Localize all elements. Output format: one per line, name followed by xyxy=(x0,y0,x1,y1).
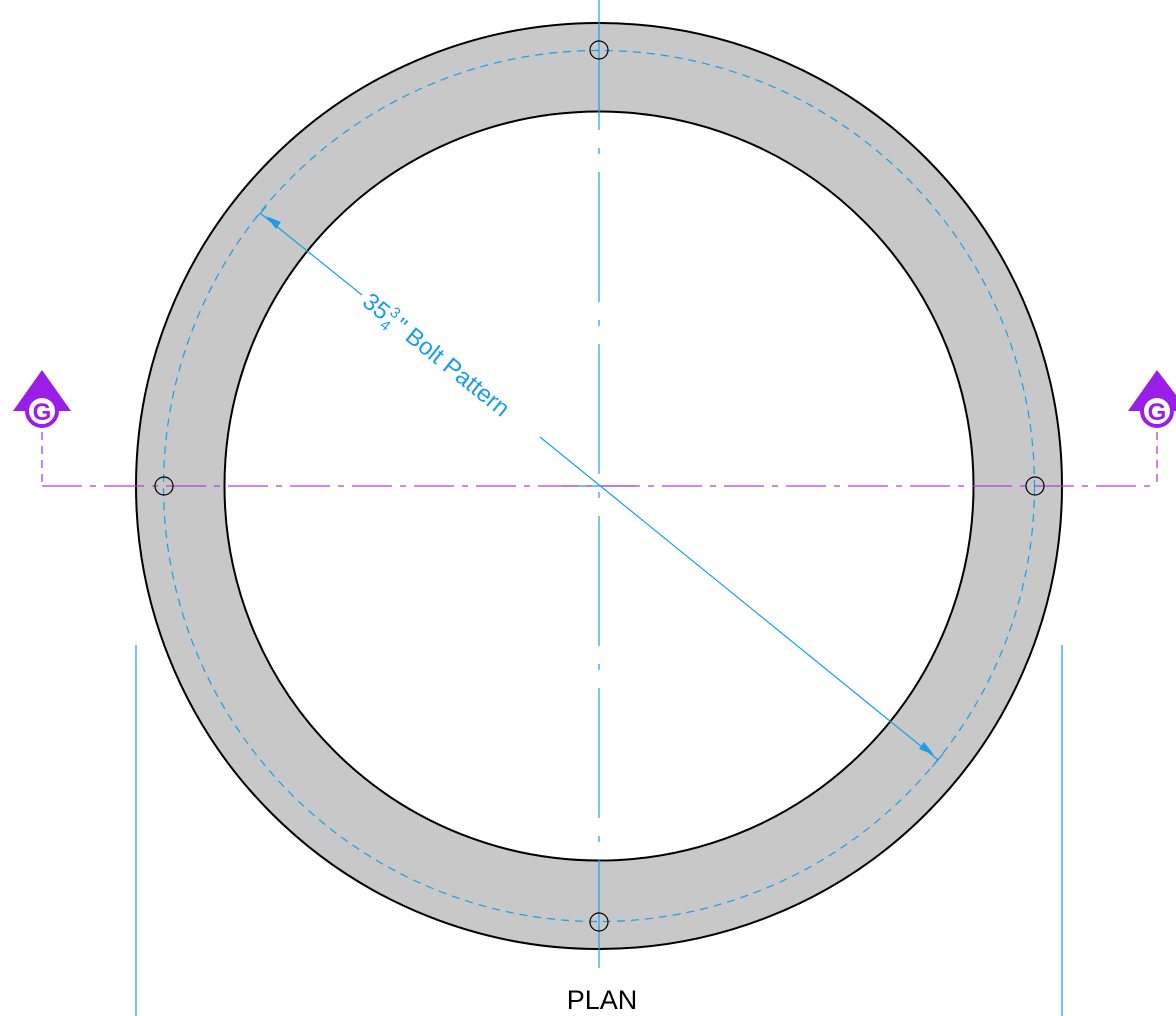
dimension-line xyxy=(539,436,939,761)
marker-label: G xyxy=(1148,399,1167,426)
bolt-hole xyxy=(589,912,609,932)
dimension-arrow xyxy=(919,742,934,755)
dimension-tick xyxy=(254,206,267,220)
bolt-hole xyxy=(154,476,174,496)
bolt-hole xyxy=(589,40,609,60)
bolt-hole xyxy=(1025,476,1045,496)
section-marker: G xyxy=(1128,370,1176,428)
dimension-arrow xyxy=(266,216,281,229)
marker-label: G xyxy=(33,399,52,426)
section-marker: G xyxy=(13,370,71,428)
dimension-tick xyxy=(931,753,944,768)
view-title: PLAN xyxy=(567,985,638,1015)
